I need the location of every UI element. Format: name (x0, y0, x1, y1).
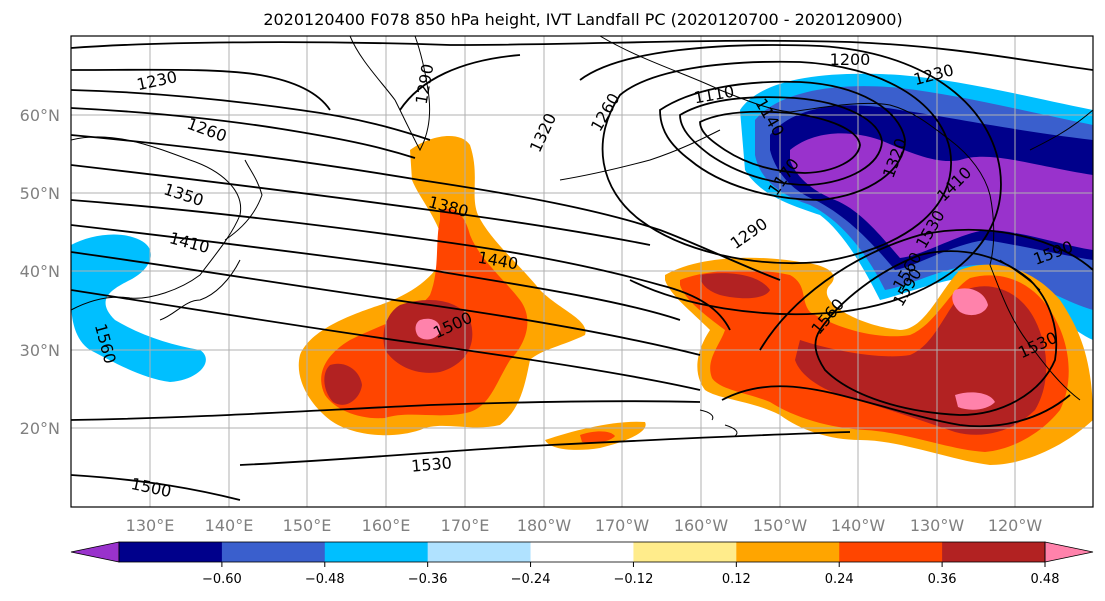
colorbar-tick-label: 0.24 (825, 572, 854, 587)
colorbar-tick-label: −0.60 (202, 572, 242, 587)
positive-region-west-4 (415, 318, 441, 340)
lat-label: 60°N (20, 106, 60, 125)
colorbar-tick-label: 0.12 (722, 572, 751, 587)
lat-label: 40°N (20, 262, 60, 281)
coastlines (71, 36, 1093, 437)
colorbar-extend-low (70, 541, 120, 563)
coastline-aleutians (559, 129, 721, 181)
colorbar-bin (736, 542, 840, 562)
lon-label: 180°W (517, 516, 572, 535)
colorbar-bin (942, 542, 1046, 562)
colorbar-tick-label: −0.48 (305, 572, 345, 587)
ivt-shading (71, 73, 1093, 465)
colorbar-outline (118, 541, 1046, 563)
positive-region-small-2 (580, 431, 615, 443)
lon-label: 130°W (910, 516, 965, 535)
lon-label: 160°W (674, 516, 729, 535)
graticule (71, 36, 1093, 507)
lat-axis-labels: 60°N 50°N 40°N 30°N 20°N (20, 106, 60, 438)
colorbar: −0.60 −0.48 −0.36 −0.24 −0.12 0.12 0.24 0.36 0.4… (70, 541, 1094, 587)
lon-label: 140°W (831, 516, 886, 535)
figure-title: 2020120400 F078 850 hPa height, IVT Land… (263, 10, 902, 29)
coastline-asia (71, 136, 242, 311)
colorbar-extend-high (1044, 541, 1094, 563)
coastline-kamchatka (349, 36, 431, 152)
lon-label: 140°E (205, 516, 254, 535)
lon-label: 130°E (126, 516, 175, 535)
lon-label: 150°W (753, 516, 808, 535)
lat-label: 20°N (20, 419, 60, 438)
lon-axis-labels: 130°E 140°E 150°E 160°E 170°E 180°W 170°… (126, 516, 1043, 535)
colorbar-tick-label: 0.48 (1031, 572, 1060, 587)
coastline-hawaii (699, 409, 738, 437)
colorbar-tick-label: 0.36 (928, 572, 957, 587)
colorbar-bin (119, 542, 223, 562)
lon-label: 170°W (595, 516, 650, 535)
colorbar-bin (221, 542, 326, 562)
lat-label: 50°N (20, 184, 60, 203)
colorbar-bin (633, 542, 737, 562)
contour-label: 1200 (830, 50, 871, 69)
colorbar-tick-label: −0.24 (511, 572, 551, 587)
lon-label: 170°E (441, 516, 490, 535)
colorbar-bin (427, 542, 532, 562)
contour-label: 1530 (410, 453, 452, 475)
lon-label: 160°E (362, 516, 411, 535)
colorbar-tick-label: −0.12 (614, 572, 654, 587)
coastline-alaska (599, 36, 1081, 401)
lat-label: 30°N (20, 341, 60, 360)
map-frame (70, 35, 1094, 508)
negative-region-3 (790, 133, 1093, 258)
colorbar-bin (324, 542, 429, 562)
colorbar-bin (530, 542, 634, 562)
colorbar-tick-label: −0.36 (408, 572, 448, 587)
height-contours (71, 39, 1093, 501)
lon-label: 120°W (988, 516, 1043, 535)
positive-region-east-4 (952, 288, 995, 410)
lon-label: 150°E (283, 516, 332, 535)
colorbar-bin (839, 542, 943, 562)
